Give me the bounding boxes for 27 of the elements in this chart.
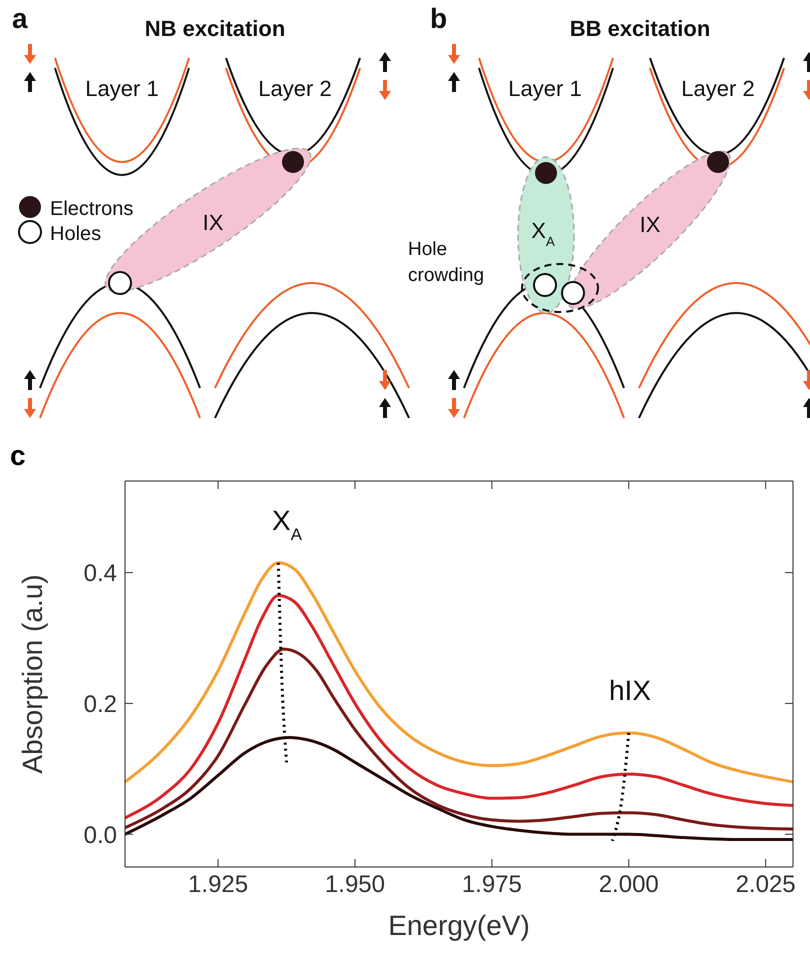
x-tick-label: 1.975 [462,871,522,898]
text: Electrons [50,198,134,220]
x-tick-label: 1.950 [324,871,385,898]
text: Layer 1 [85,76,159,101]
x-tick-label: 2.025 [736,871,796,898]
text: X$_{A}$ [531,218,555,248]
y-tick-label: 0.4 [84,560,117,588]
y-tick-label: 0.0 [84,822,117,849]
text: BB excitation [570,16,710,41]
text: Holes [50,223,102,245]
x-tick-label: 2.000 [598,871,659,898]
text: a [12,3,28,34]
text: IX [202,210,224,235]
x-axis-title: Energy(eV) [388,910,530,941]
text: IX [640,212,661,237]
text: c [10,440,26,472]
text: Layer 1 [508,76,582,101]
annotation: hIX [608,675,652,706]
y-axis-title: Absorption (a.u) [16,574,48,774]
text: NB excitation [144,16,286,41]
text: Hole crowding [408,239,484,286]
annotation: X$_{A}$ [272,505,303,544]
text: Layer 2 [681,76,755,101]
text: b [430,3,448,34]
y-tick-label: 0.2 [84,690,117,718]
text: Layer 2 [258,76,332,101]
x-tick-label: 1.925 [188,871,248,898]
